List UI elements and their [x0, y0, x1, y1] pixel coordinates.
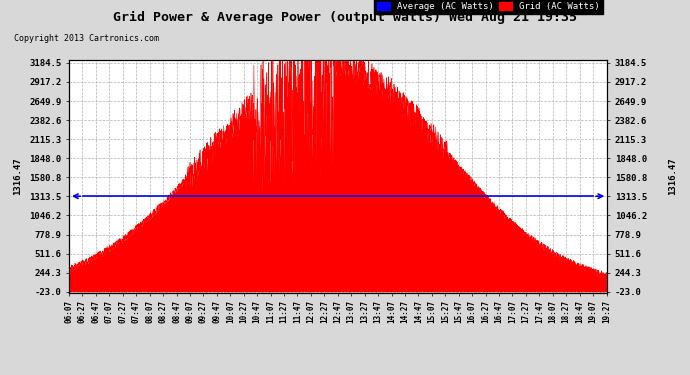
- Text: Copyright 2013 Cartronics.com: Copyright 2013 Cartronics.com: [14, 34, 159, 43]
- Text: 1316.47: 1316.47: [12, 158, 22, 195]
- Text: Grid Power & Average Power (output watts) Wed Aug 21 19:35: Grid Power & Average Power (output watts…: [113, 11, 577, 24]
- Legend: Average (AC Watts), Grid (AC Watts): Average (AC Watts), Grid (AC Watts): [374, 0, 602, 14]
- Text: 1316.47: 1316.47: [668, 158, 678, 195]
